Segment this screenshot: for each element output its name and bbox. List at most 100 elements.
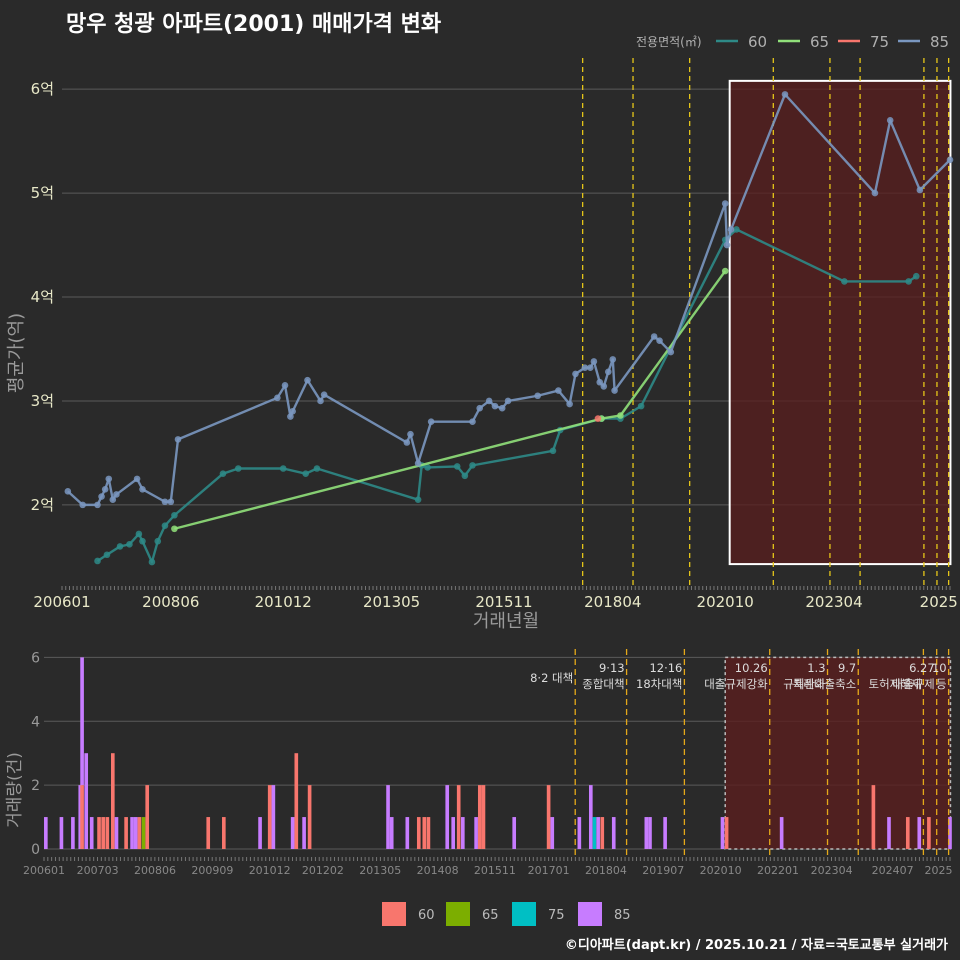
data-point-85 xyxy=(476,404,483,412)
data-point-65 xyxy=(171,525,178,533)
bar-85 xyxy=(80,657,84,786)
bar-85 xyxy=(389,817,394,849)
data-point-85 xyxy=(407,430,414,438)
bar-85 xyxy=(451,817,456,849)
data-point-85 xyxy=(566,400,573,408)
bar-x-tick-label: 201408 xyxy=(417,864,459,877)
data-point-85 xyxy=(498,404,506,412)
bar-85 xyxy=(577,817,582,849)
data-point-85 xyxy=(105,475,113,483)
bar-85 xyxy=(78,785,83,849)
bar-60 xyxy=(927,817,931,849)
legend-title: 전용면적(㎡) xyxy=(636,35,702,49)
source-credit: ©디아파트(dapt.kr) / 2025.10.21 / 자료=국토교통부 실… xyxy=(564,938,948,953)
data-point-60 xyxy=(135,530,143,538)
policy-annotation: 10 xyxy=(932,661,947,675)
bar-60 xyxy=(307,785,312,849)
policy-annotation: 1.3 xyxy=(807,661,825,675)
policy-annotation: 9.7 xyxy=(838,661,856,675)
policy-annotation: 토허제해제 xyxy=(868,677,921,691)
x-tick-label: 201511 xyxy=(475,593,532,611)
bar-legend-swatch-65 xyxy=(446,902,470,926)
bar-60 xyxy=(267,785,272,849)
data-point-60 xyxy=(733,226,740,233)
bar-y-tick-label: 6 xyxy=(31,650,40,666)
bar-legend-label: 75 xyxy=(548,908,565,923)
data-point-85 xyxy=(916,186,924,194)
y-tick-label: 6억 xyxy=(31,80,54,98)
bar-x-tick-label: 201511 xyxy=(474,864,516,877)
data-point-85 xyxy=(304,376,311,384)
bar-60 xyxy=(80,785,84,849)
data-point-85 xyxy=(723,241,731,249)
bar-x-tick-label: 200703 xyxy=(77,864,119,877)
data-point-65 xyxy=(721,267,729,275)
y-tick-label: 5억 xyxy=(31,184,54,202)
bar-legend-swatch-60 xyxy=(382,902,406,926)
bar-60 xyxy=(422,817,427,849)
bar-60 xyxy=(905,817,910,849)
bar-60 xyxy=(426,817,431,849)
policy-annotation: 등 xyxy=(936,677,947,691)
data-point-85 xyxy=(174,436,182,443)
bar-60 xyxy=(477,785,482,849)
bar-85 xyxy=(917,817,922,849)
data-point-85 xyxy=(611,387,618,394)
x-tick-label: 200601 xyxy=(33,593,90,611)
bar-60 xyxy=(456,785,461,849)
data-point-85 xyxy=(281,382,289,389)
bar-60 xyxy=(105,817,110,849)
policy-annotation: 10.26 xyxy=(735,661,768,675)
y-tick-label: 3억 xyxy=(31,392,54,410)
bar-legend-label: 85 xyxy=(614,908,631,923)
bar-x-tick-label: 201701 xyxy=(528,864,570,877)
policy-annotation: 대출규제 xyxy=(892,677,934,691)
bar-60 xyxy=(124,817,128,849)
data-point-85 xyxy=(109,496,117,503)
data-point-60 xyxy=(219,470,227,477)
bar-85 xyxy=(779,817,784,849)
data-point-85 xyxy=(64,488,72,495)
bar-60 xyxy=(110,753,115,849)
bar-85 xyxy=(290,817,295,849)
bar-60 xyxy=(145,785,150,849)
data-point-85 xyxy=(98,493,105,500)
policy-annotation: 특례대출축소 xyxy=(793,677,856,691)
data-point-85 xyxy=(274,394,281,402)
bar-85 xyxy=(648,817,652,849)
data-point-60 xyxy=(103,551,111,559)
legend-label: 75 xyxy=(870,33,889,51)
bar-85 xyxy=(663,817,667,849)
legend-label: 85 xyxy=(930,33,949,51)
bar-x-tick-label: 2025 xyxy=(925,864,953,877)
y-tick-label: 4억 xyxy=(31,288,54,306)
bar-60 xyxy=(97,817,101,849)
data-point-85 xyxy=(587,364,594,371)
data-point-85 xyxy=(886,117,894,124)
data-point-85 xyxy=(403,439,411,446)
highlight-region xyxy=(728,79,952,566)
data-point-85 xyxy=(604,368,612,376)
data-point-75 xyxy=(594,415,602,422)
bar-x-tick-label: 201907 xyxy=(642,864,684,877)
bar-x-tick-label: 202304 xyxy=(811,864,853,877)
data-point-85 xyxy=(414,459,422,467)
data-point-60 xyxy=(424,464,431,471)
data-point-85 xyxy=(555,387,562,394)
data-point-85 xyxy=(581,364,589,371)
data-point-85 xyxy=(79,501,86,509)
bar-y-tick-label: 0 xyxy=(31,842,40,858)
data-point-85 xyxy=(504,397,512,405)
data-point-85 xyxy=(721,200,729,207)
data-point-85 xyxy=(590,358,598,365)
y-axis-title: 평균가(억) xyxy=(6,313,27,393)
bar-85 xyxy=(133,817,138,849)
x-tick-label: 202304 xyxy=(805,593,862,611)
bar-75 xyxy=(592,817,597,849)
data-point-60 xyxy=(148,558,156,566)
data-point-60 xyxy=(313,465,321,472)
data-point-85 xyxy=(94,501,101,509)
bar-85 xyxy=(271,785,276,849)
policy-annotation: 18차대책 xyxy=(636,677,682,691)
